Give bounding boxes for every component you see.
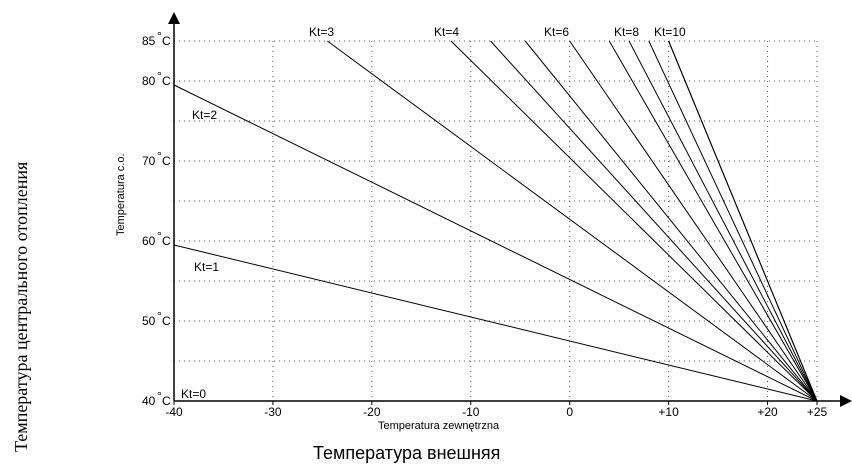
y-tick-label: 85 [142, 34, 156, 48]
y-tick-label: 80 [142, 74, 156, 88]
y-tick-label: 70 [142, 154, 156, 168]
y-tick-unit-degree: ° [157, 309, 162, 323]
y-tick-unit-degree: ° [157, 69, 162, 83]
series-line [173, 244, 818, 402]
x-tick-label: 0 [566, 405, 573, 419]
series-line [490, 40, 818, 402]
y-tick-unit-c: C [162, 394, 171, 408]
x-tick-label: -10 [462, 405, 480, 419]
y-tick-unit-degree: ° [157, 149, 162, 163]
series-line [628, 40, 818, 402]
series-lines [173, 40, 818, 402]
y-tick-unit-c: C [162, 234, 171, 248]
axes [168, 12, 852, 407]
x-axis-label: Temperatura zewnętrzna [378, 420, 500, 432]
outer-x-label: Температура внешняя [313, 443, 500, 463]
series-line [173, 84, 818, 402]
series-line [450, 40, 818, 402]
series-line [569, 40, 818, 402]
x-tick-label: +10 [658, 405, 679, 419]
series-label: Kt=8 [614, 25, 639, 39]
grid [174, 40, 818, 401]
x-tick-label: +20 [757, 405, 778, 419]
x-tick-label: -40 [165, 405, 183, 419]
series-label: Kt=2 [192, 108, 217, 122]
series-line [524, 40, 818, 402]
y-axis-label: Temperatura c.o. [115, 153, 127, 236]
y-tick-unit-c: C [162, 34, 171, 48]
y-tick-unit-c: C [162, 74, 171, 88]
y-tick-unit-c: C [162, 314, 171, 328]
x-tick-label: -30 [264, 405, 282, 419]
series-label: Kt=6 [544, 25, 569, 39]
series-label: Kt=1 [194, 260, 219, 274]
series-labels: Kt=0 Kt=1 Kt=2 Kt=3 Kt=4 Kt=6 Kt=8 Kt=10 [181, 25, 686, 401]
series-label: Kt=3 [309, 25, 334, 39]
y-axis-arrow [168, 12, 180, 24]
y-tick-label: 50 [142, 314, 156, 328]
series-line [648, 40, 818, 402]
y-tick-unit-degree: ° [157, 229, 162, 243]
x-tick-label: +25 [807, 405, 828, 419]
series-label: Kt=0 [181, 387, 206, 401]
series-label: Kt=10 [654, 25, 686, 39]
x-tick-label: -20 [363, 405, 381, 419]
y-tick-unit-degree: ° [157, 389, 162, 403]
series-label: Kt=4 [434, 25, 459, 39]
y-tick-label: 60 [142, 234, 156, 248]
series-line [668, 40, 818, 402]
x-axis-arrow [840, 395, 852, 407]
series-line [608, 40, 818, 402]
y-tick-unit-degree: ° [157, 29, 162, 43]
y-tick-label: 40 [142, 394, 156, 408]
series-line [327, 40, 818, 402]
outer-y-label: Температура центрального отопления [11, 162, 31, 452]
y-tick-unit-c: C [162, 154, 171, 168]
